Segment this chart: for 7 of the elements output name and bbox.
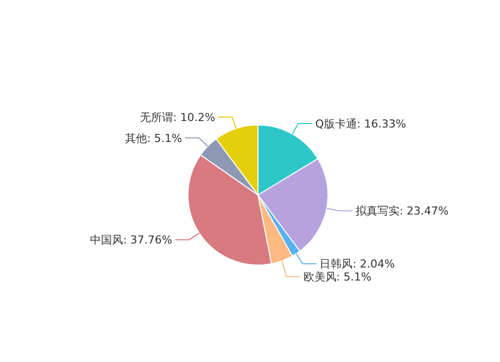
slice-label: 拟真写实: 23.47% [355, 204, 449, 218]
slice-label: 中国风: 37.76% [90, 234, 172, 247]
slice-label: 欧美风: 5.1% [303, 270, 372, 284]
slice-label: 无所谓: 10.2% [140, 111, 216, 124]
slice-label: 其他: 5.1% [124, 132, 182, 145]
slice-label: Q版卡通: 16.33% [315, 117, 406, 130]
slice-label: 日韩风: 2.04% [320, 258, 395, 271]
